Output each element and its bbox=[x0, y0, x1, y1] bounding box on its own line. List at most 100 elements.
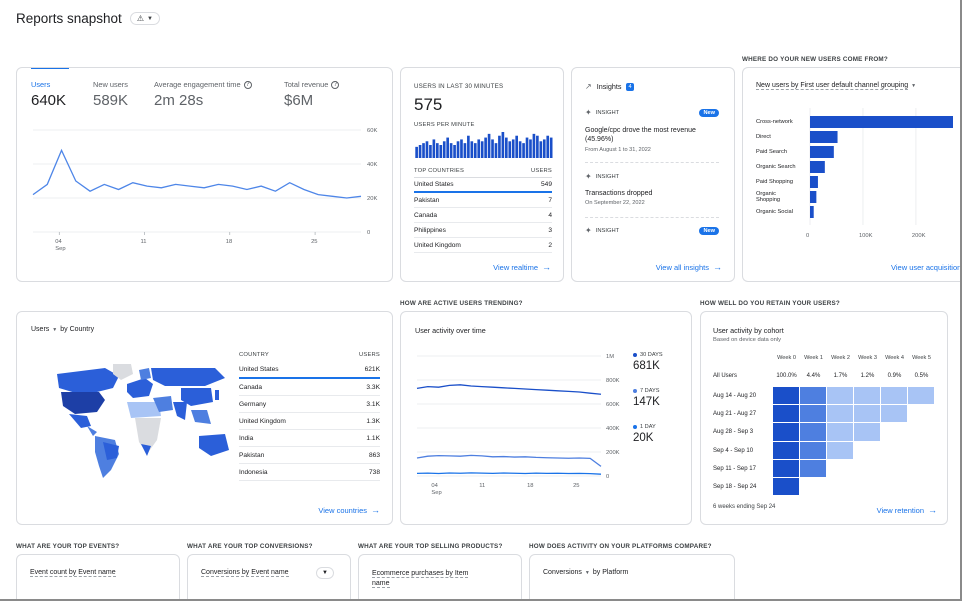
countries-dropdown[interactable]: Users ▼ by Country bbox=[31, 326, 94, 333]
minute-bar bbox=[529, 139, 532, 158]
cohort-cell[interactable] bbox=[827, 387, 853, 405]
metric-tab-engagement[interactable]: Average engagement time ? 2m 28s bbox=[154, 80, 252, 109]
insight-item[interactable]: ✦ INSIGHT New bbox=[585, 226, 719, 235]
cohort-cell[interactable] bbox=[773, 423, 799, 441]
sparkle-icon: ✦ bbox=[585, 172, 592, 181]
minute-bar bbox=[515, 135, 518, 158]
all-users-value: 0.5% bbox=[914, 373, 929, 379]
minute-bar bbox=[487, 133, 491, 158]
minute-bar bbox=[477, 139, 481, 158]
help-icon[interactable]: ? bbox=[331, 80, 340, 89]
events-dropdown[interactable]: Event count by Event name bbox=[30, 569, 116, 577]
filter-button[interactable]: ▼ bbox=[316, 567, 334, 579]
view-retention-link[interactable]: View retention → bbox=[877, 505, 937, 515]
acquisition-dropdown[interactable]: New users by First user default channel … bbox=[756, 82, 916, 90]
minute-bar bbox=[429, 145, 432, 158]
insight-label: INSIGHT bbox=[595, 109, 620, 116]
retention-card: User activity by cohort Based on device … bbox=[700, 311, 948, 525]
view-realtime-link[interactable]: View realtime → bbox=[493, 262, 551, 272]
column-header-country: TOP COUNTRIES bbox=[414, 167, 465, 174]
country-row[interactable]: United States 549 bbox=[414, 178, 552, 193]
minute-bar bbox=[473, 143, 477, 158]
insight-item[interactable]: ✦ INSIGHT New Google/cpc drove the most r… bbox=[585, 108, 719, 163]
cohort-cell[interactable] bbox=[773, 405, 799, 423]
cohort-cell[interactable] bbox=[773, 441, 799, 459]
metric-tab-new-users[interactable]: New users 589K bbox=[93, 80, 128, 109]
insight-date: On September 22, 2022 bbox=[585, 200, 645, 206]
week-header: Week 1 bbox=[804, 355, 823, 361]
country-row[interactable]: United Kingdom 1.3K bbox=[239, 413, 380, 430]
country-row[interactable]: Canada 4 bbox=[414, 208, 552, 223]
cohort-cell[interactable] bbox=[773, 478, 799, 496]
country-row[interactable]: United Kingdom 2 bbox=[414, 238, 552, 253]
cohort-cell[interactable] bbox=[800, 459, 826, 477]
minute-bar bbox=[456, 141, 460, 158]
country-users: 549 bbox=[540, 181, 552, 188]
cohort-cell[interactable] bbox=[800, 387, 826, 405]
cohort-cell[interactable] bbox=[800, 441, 826, 459]
cohort-cell[interactable] bbox=[827, 405, 853, 423]
cohort-cell[interactable] bbox=[800, 405, 826, 423]
help-icon[interactable]: ? bbox=[243, 80, 252, 89]
cohort-cell[interactable] bbox=[800, 423, 826, 441]
cohort-cell[interactable] bbox=[854, 387, 880, 405]
x-tick-label: 11 bbox=[141, 239, 147, 245]
dropdown-label: Ecommerce purchases by Item name bbox=[372, 570, 469, 588]
link-label: View all insights bbox=[655, 262, 709, 272]
minute-bar bbox=[439, 145, 443, 158]
category-label: Organic Search bbox=[756, 164, 796, 170]
conversions-dropdown[interactable]: Conversions by Event name bbox=[201, 569, 289, 577]
region-canada bbox=[57, 368, 119, 394]
cohort-cell[interactable] bbox=[854, 423, 880, 441]
cohort-cell[interactable] bbox=[908, 387, 934, 405]
column-header-users: USERS bbox=[359, 352, 380, 358]
cohort-cell[interactable] bbox=[773, 387, 799, 405]
cohort-cell[interactable] bbox=[854, 405, 880, 423]
trend-icon: ↗ bbox=[585, 82, 592, 91]
products-dropdown[interactable]: Ecommerce purchases by Item name bbox=[372, 569, 472, 589]
minute-bar bbox=[470, 141, 474, 158]
view-all-insights-link[interactable]: View all insights → bbox=[656, 262, 722, 272]
x-tick-label: 0 bbox=[806, 233, 809, 239]
status-chip[interactable]: ⚠ ▼ bbox=[129, 12, 160, 25]
cohort-cell[interactable] bbox=[827, 441, 853, 459]
view-user-acquisition-link[interactable]: View user acquisition bbox=[891, 263, 962, 272]
channel-bar bbox=[810, 206, 814, 218]
platforms-dropdown[interactable]: Conversions ▼ by Platform bbox=[543, 569, 628, 576]
country-row[interactable]: India 1.1K bbox=[239, 430, 380, 447]
legend-dot bbox=[633, 389, 637, 393]
link-label: View user acquisition bbox=[891, 263, 962, 272]
countries-table: COUNTRY USERS United States 621K Canada 3.3… bbox=[239, 348, 380, 488]
country-row[interactable]: United States 621K bbox=[239, 362, 380, 379]
insight-item[interactable]: ✦ INSIGHT Transactions dropped On Septemb… bbox=[585, 172, 719, 218]
x-tick-label: 18 bbox=[226, 239, 232, 245]
filter-icon: ▼ bbox=[322, 570, 328, 576]
cohort-label: Aug 14 - Aug 20 bbox=[713, 393, 757, 399]
minute-bar bbox=[425, 141, 429, 158]
cohort-cell[interactable] bbox=[881, 405, 907, 423]
minute-bar bbox=[508, 141, 512, 158]
country-row[interactable]: Canada 3.3K bbox=[239, 379, 380, 396]
metric-tab-users[interactable]: Users 640K bbox=[31, 68, 69, 109]
country-row[interactable]: Pakistan 7 bbox=[414, 193, 552, 208]
cohort-cell[interactable] bbox=[773, 459, 799, 477]
cohort-cell[interactable] bbox=[881, 387, 907, 405]
metric-tab-revenue[interactable]: Total revenue ? $6M bbox=[284, 80, 340, 109]
all-users-label: All Users bbox=[713, 373, 738, 379]
x-tick-label: 200K bbox=[912, 233, 926, 239]
series-1-day-line bbox=[416, 472, 602, 475]
country-row[interactable]: Pakistan 863 bbox=[239, 447, 380, 464]
country-row[interactable]: Philippines 3 bbox=[414, 223, 552, 238]
x-tick-label: 25 bbox=[311, 239, 317, 245]
page-title: Reports snapshot bbox=[16, 11, 122, 26]
view-countries-link[interactable]: View countries → bbox=[318, 505, 380, 515]
country-row[interactable]: Indonesia 738 bbox=[239, 464, 380, 481]
country-users: 1.1K bbox=[366, 434, 380, 442]
minute-bar bbox=[467, 135, 470, 158]
cohort-cell[interactable] bbox=[827, 423, 853, 441]
x-tick-label: 18 bbox=[527, 483, 533, 489]
country-users: 863 bbox=[368, 451, 380, 459]
cohort-label: Sep 18 - Sep 24 bbox=[713, 484, 757, 490]
country-row[interactable]: Germany 3.1K bbox=[239, 396, 380, 413]
activity-legend: 30 DAYS 681K 7 DAYS 147K 1 DAY 20K bbox=[633, 352, 689, 460]
